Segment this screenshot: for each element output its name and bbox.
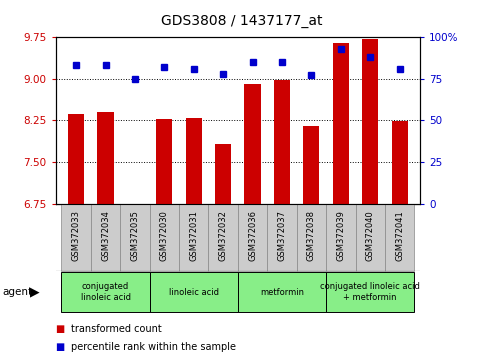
Text: GSM372031: GSM372031	[189, 210, 198, 261]
Bar	[209, 204, 238, 271]
Text: GSM372035: GSM372035	[130, 210, 140, 261]
Bar	[362, 39, 378, 204]
Bar	[355, 204, 385, 271]
Bar	[156, 119, 172, 204]
Text: ▶: ▶	[30, 286, 40, 298]
Bar	[274, 80, 290, 204]
Bar	[127, 204, 143, 207]
Bar	[297, 204, 326, 271]
Text: percentile rank within the sample: percentile rank within the sample	[71, 342, 237, 352]
Text: agent: agent	[2, 287, 32, 297]
Bar	[333, 43, 349, 204]
Text: transformed count: transformed count	[71, 324, 162, 334]
Bar	[120, 204, 150, 271]
Bar	[244, 84, 261, 204]
Text: GSM372034: GSM372034	[101, 210, 110, 261]
Text: GSM372036: GSM372036	[248, 210, 257, 261]
Bar	[238, 272, 326, 313]
Bar	[91, 204, 120, 271]
Text: GSM372037: GSM372037	[278, 210, 286, 261]
Bar	[68, 114, 84, 204]
Bar	[392, 121, 408, 204]
Text: GDS3808 / 1437177_at: GDS3808 / 1437177_at	[161, 14, 322, 28]
Text: GSM372040: GSM372040	[366, 211, 375, 261]
Text: ■: ■	[56, 342, 65, 352]
Bar	[150, 204, 179, 271]
Text: GSM372041: GSM372041	[395, 211, 404, 261]
Bar	[179, 204, 209, 271]
Text: GSM372039: GSM372039	[336, 210, 345, 261]
Bar	[385, 204, 414, 271]
Text: GSM372033: GSM372033	[71, 210, 81, 261]
Text: GSM372032: GSM372032	[219, 210, 227, 261]
Bar	[215, 144, 231, 204]
Bar	[150, 272, 238, 313]
Bar	[326, 204, 355, 271]
Text: conjugated
linoleic acid: conjugated linoleic acid	[81, 282, 130, 302]
Bar	[267, 204, 297, 271]
Text: GSM372038: GSM372038	[307, 210, 316, 261]
Text: conjugated linoleic acid
+ metformin: conjugated linoleic acid + metformin	[320, 282, 420, 302]
Bar	[303, 126, 319, 204]
Text: ■: ■	[56, 324, 65, 334]
Bar	[185, 118, 202, 204]
Text: linoleic acid: linoleic acid	[169, 287, 219, 297]
Bar	[238, 204, 267, 271]
Bar	[326, 272, 414, 313]
Bar	[98, 112, 114, 204]
Bar	[61, 204, 91, 271]
Bar	[61, 272, 150, 313]
Text: GSM372030: GSM372030	[160, 210, 169, 261]
Text: metformin: metformin	[260, 287, 304, 297]
